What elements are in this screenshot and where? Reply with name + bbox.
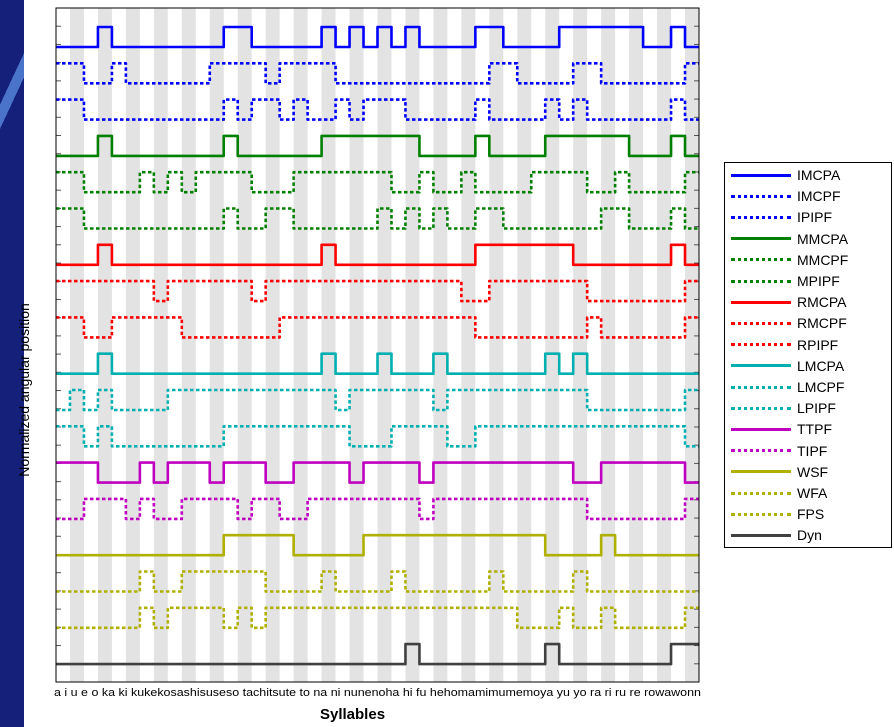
legend-swatch	[731, 237, 791, 241]
grid-band	[321, 8, 336, 682]
series-line-mmcpf	[56, 170, 699, 194]
grid-band	[517, 8, 532, 682]
legend-item: FPS	[731, 505, 824, 523]
series-line-lmcpf	[56, 388, 699, 412]
grid-band	[545, 8, 560, 682]
legend-swatch	[731, 449, 791, 453]
grid-band	[153, 8, 168, 682]
series-line-ttpf	[56, 461, 699, 484]
grid-band	[601, 8, 616, 682]
legend-label: RMCPF	[797, 315, 847, 332]
legend-item: IMCPF	[731, 187, 841, 205]
legend-label: IMCPF	[797, 188, 841, 205]
x-axis-label: Syllables	[320, 706, 386, 723]
legend-label: RPIPF	[797, 336, 839, 353]
series-line-wsf	[56, 533, 699, 557]
legend-label: MMCPF	[797, 251, 849, 268]
legend-label: WSF	[797, 463, 829, 480]
legend-label: Dyn	[797, 527, 822, 544]
legend-item: IPIPF	[731, 208, 832, 226]
legend-item: WFA	[731, 484, 827, 502]
series-line-dyn	[56, 642, 699, 666]
legend-swatch	[731, 173, 791, 177]
grid-band	[209, 8, 224, 682]
banner-accent-stripe	[0, 40, 24, 150]
legend-swatch	[731, 194, 791, 198]
series-line-mpipf	[56, 207, 699, 230]
legend-swatch	[731, 364, 791, 368]
grid-band	[293, 8, 308, 682]
legend-label: TTPF	[797, 421, 832, 438]
series-line-ipipf	[56, 98, 699, 121]
grid-band	[349, 8, 364, 682]
series-line-mmcpa	[56, 134, 699, 158]
grid-band	[265, 8, 280, 682]
legend-swatch	[731, 279, 791, 283]
legend-swatch	[731, 215, 791, 219]
legend-item: MMCPA	[731, 230, 848, 248]
grid-band	[69, 8, 84, 682]
x-tick-labels: a i u e o ka ki kukekosashisuseso tachit…	[54, 687, 701, 699]
grid-band	[573, 8, 588, 682]
legend-swatch	[731, 512, 791, 516]
grid-band	[629, 8, 644, 682]
legend-item: LPIPF	[731, 399, 836, 417]
legend-swatch	[731, 321, 791, 325]
grid-band	[237, 8, 252, 682]
series-line-imcpa	[56, 25, 699, 49]
legend-label: LPIPF	[797, 400, 836, 417]
legend-swatch	[731, 533, 791, 537]
legend-label: FPS	[797, 506, 825, 523]
grid-band	[97, 8, 112, 682]
legend-label: RMCPA	[797, 294, 847, 311]
legend-swatch	[731, 406, 791, 410]
legend-item: MPIPF	[731, 272, 840, 290]
series-line-imcpf	[56, 62, 699, 85]
legend-item: LMCPF	[731, 378, 844, 396]
grid-band	[125, 8, 140, 682]
legend-swatch	[731, 491, 791, 495]
grid-band	[405, 8, 420, 682]
grid-band	[181, 8, 196, 682]
legend-item: RMCPF	[731, 314, 847, 332]
legend-item: LMCPA	[731, 357, 844, 375]
grid-band	[433, 8, 448, 682]
series-line-wfa	[56, 570, 699, 593]
legend-item: IMCPA	[731, 166, 840, 184]
legend-item: Dyn	[731, 526, 822, 544]
legend-swatch	[731, 300, 791, 304]
series-line-lpipf	[56, 425, 699, 448]
grid-band	[489, 8, 504, 682]
y-axis-label: Normalized angular position	[16, 303, 32, 477]
legend-swatch	[731, 470, 791, 474]
legend-swatch	[731, 385, 791, 389]
legend-label: WFA	[797, 485, 828, 501]
legend-item: TTPF	[731, 420, 832, 438]
legend-label: MMCPA	[797, 230, 849, 247]
legend-item: MMCPF	[731, 251, 848, 269]
series-line-lmcpa	[56, 352, 699, 375]
legend-item: RMCPA	[731, 293, 847, 311]
legend-item: WSF	[731, 463, 828, 481]
legend-label: IPIPF	[797, 209, 833, 226]
legend-swatch	[731, 427, 791, 431]
series-line-rmcpa	[56, 243, 699, 267]
chart-legend: IMCPA IMCPF IPIPF MMCPA MMCPF MPIPF RMCPA RMCPF…	[724, 162, 892, 548]
legend-label: TIPF	[797, 442, 828, 459]
grid-band	[377, 8, 392, 682]
grid-band	[685, 8, 699, 682]
legend-label: LMCPA	[797, 357, 845, 374]
legend-label: MPIPF	[797, 273, 840, 289]
legend-item: TIPF	[731, 442, 827, 460]
grid-band	[461, 8, 476, 682]
legend-swatch	[731, 343, 791, 347]
legend-label: LMCPF	[797, 379, 845, 395]
grid-band	[657, 8, 672, 682]
legend-label: IMCPA	[797, 167, 841, 183]
legend-swatch	[731, 258, 791, 262]
legend-item: RPIPF	[731, 336, 838, 354]
